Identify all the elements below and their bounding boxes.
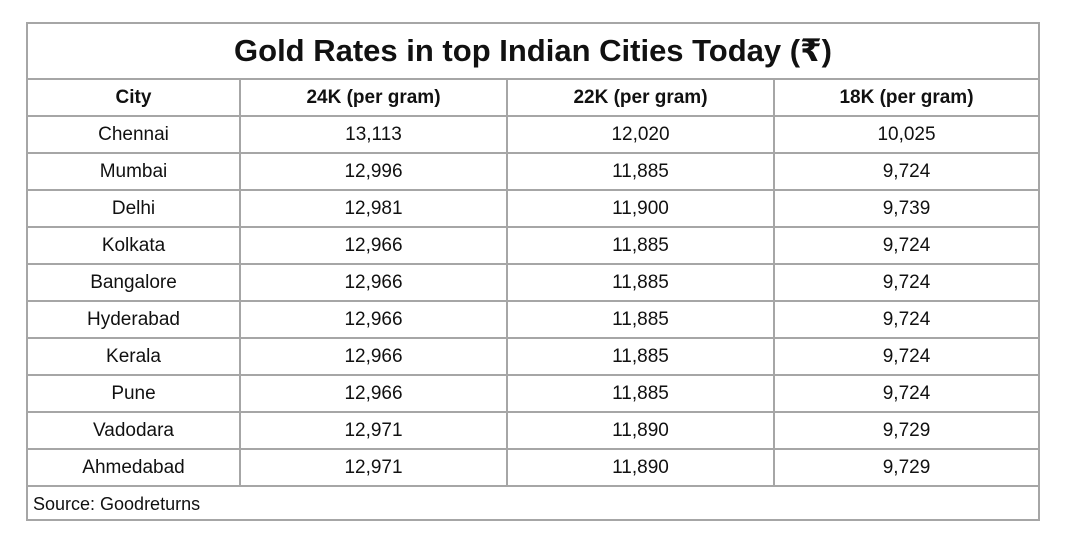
header-22k: 22K (per gram) [506, 80, 775, 117]
rate-24k-cell: 12,966 [239, 263, 508, 302]
city-cell: Kolkata [28, 226, 241, 265]
city-cell: Mumbai [28, 152, 241, 191]
rate-24k-cell: 12,966 [239, 226, 508, 265]
rate-22k-cell: 11,885 [506, 374, 775, 413]
rate-22k-cell: 11,890 [506, 411, 775, 450]
city-cell: Hyderabad [28, 300, 241, 339]
city-cell: Ahmedabad [28, 448, 241, 487]
header-18k: 18K (per gram) [773, 80, 1038, 117]
rate-22k-cell: 11,885 [506, 337, 775, 376]
rate-24k-cell: 12,966 [239, 374, 508, 413]
table-title: Gold Rates in top Indian Cities Today (₹… [28, 24, 1038, 80]
rate-24k-cell: 12,966 [239, 300, 508, 339]
header-row: City 24K (per gram) 22K (per gram) 18K (… [28, 80, 1038, 117]
rate-24k-cell: 12,966 [239, 337, 508, 376]
gold-rates-card: Gold Rates in top Indian Cities Today (₹… [26, 22, 1040, 521]
rate-22k-cell: 11,900 [506, 189, 775, 228]
rate-22k-cell: 11,885 [506, 152, 775, 191]
rate-22k-cell: 12,020 [506, 116, 775, 154]
city-cell: Kerala [28, 337, 241, 376]
table-row: Vadodara 12,971 11,890 9,729 [28, 411, 1038, 450]
rate-18k-cell: 9,724 [773, 226, 1038, 265]
header-city: City [28, 80, 241, 117]
source-note: Source: Goodreturns [33, 494, 201, 514]
rate-18k-cell: 9,739 [773, 189, 1038, 228]
city-cell: Bangalore [28, 263, 241, 302]
rate-22k-cell: 11,885 [506, 300, 775, 339]
rate-24k-cell: 12,971 [239, 448, 508, 487]
rate-18k-cell: 9,729 [773, 411, 1038, 450]
table-row: Hyderabad 12,966 11,885 9,724 [28, 300, 1038, 339]
header-24k: 24K (per gram) [239, 80, 508, 117]
rate-22k-cell: 11,885 [506, 226, 775, 265]
city-cell: Vadodara [28, 411, 241, 450]
city-cell: Pune [28, 374, 241, 413]
table-row: Ahmedabad 12,971 11,890 9,729 [28, 448, 1038, 487]
gold-rates-table: City 24K (per gram) 22K (per gram) 18K (… [28, 80, 1038, 487]
rate-24k-cell: 12,996 [239, 152, 508, 191]
rate-22k-cell: 11,890 [506, 448, 775, 487]
rate-24k-cell: 13,113 [239, 116, 508, 154]
city-cell: Chennai [28, 116, 241, 154]
table-row: Bangalore 12,966 11,885 9,724 [28, 263, 1038, 302]
rate-18k-cell: 9,724 [773, 300, 1038, 339]
rate-18k-cell: 10,025 [773, 116, 1038, 154]
rate-18k-cell: 9,724 [773, 152, 1038, 191]
rate-18k-cell: 9,724 [773, 337, 1038, 376]
rate-24k-cell: 12,981 [239, 189, 508, 228]
rate-22k-cell: 11,885 [506, 263, 775, 302]
table-row: Pune 12,966 11,885 9,724 [28, 374, 1038, 413]
table-row: Mumbai 12,996 11,885 9,724 [28, 152, 1038, 191]
rate-18k-cell: 9,724 [773, 374, 1038, 413]
rate-24k-cell: 12,971 [239, 411, 508, 450]
table-row: Kolkata 12,966 11,885 9,724 [28, 226, 1038, 265]
city-cell: Delhi [28, 189, 241, 228]
rate-18k-cell: 9,729 [773, 448, 1038, 487]
rate-18k-cell: 9,724 [773, 263, 1038, 302]
table-row: Delhi 12,981 11,900 9,739 [28, 189, 1038, 228]
table-row: Kerala 12,966 11,885 9,724 [28, 337, 1038, 376]
table-row: Chennai 13,113 12,020 10,025 [28, 116, 1038, 154]
